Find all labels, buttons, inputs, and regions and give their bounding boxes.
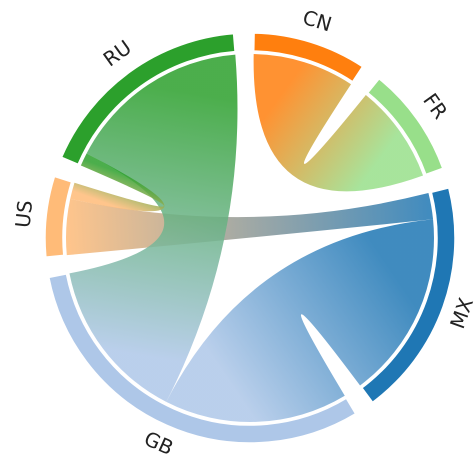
- group-arc: [44, 175, 73, 258]
- ribbon: [253, 54, 424, 192]
- group-arc: [47, 273, 357, 444]
- group-label: GB: [141, 426, 177, 460]
- ribbon: [69, 54, 238, 402]
- group-label: CN: [300, 5, 335, 36]
- group-label: FR: [418, 89, 452, 124]
- group-label: MX: [445, 294, 474, 331]
- group-arc: [366, 77, 444, 176]
- ribbon: [70, 153, 165, 212]
- group-arc: [60, 32, 236, 166]
- group-arc: [252, 32, 364, 83]
- group-label: US: [10, 199, 37, 229]
- group-label: RU: [99, 35, 136, 71]
- group-arc: [360, 187, 456, 404]
- ribbon: [166, 219, 434, 423]
